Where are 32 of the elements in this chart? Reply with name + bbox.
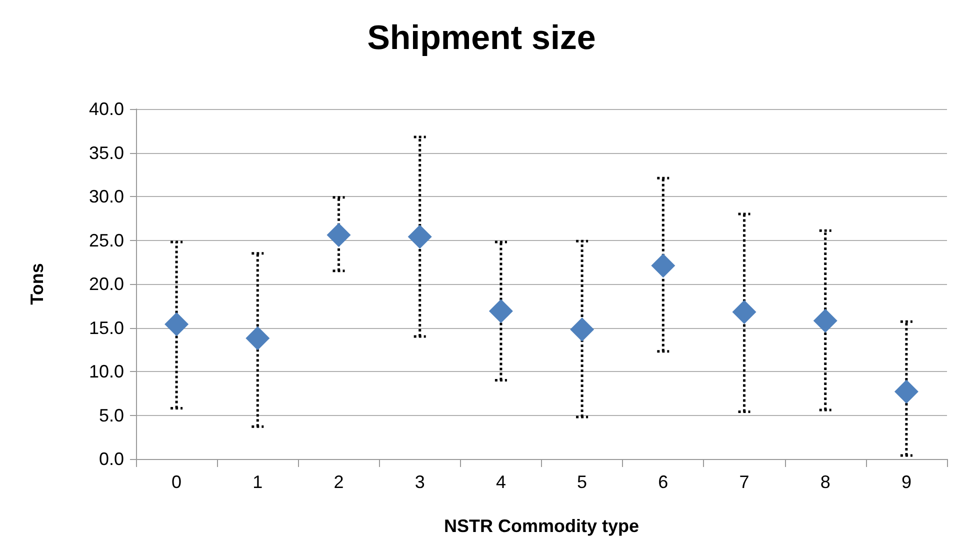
point (894, 380, 918, 404)
y-tick-label: 40.0 (88, 99, 124, 119)
x-tick-label: 3 (414, 472, 425, 492)
point (570, 318, 594, 342)
y-tick-label: 10.0 (88, 362, 124, 382)
x-tick-label: 2 (334, 472, 344, 492)
y-tick-label: 25.0 (88, 230, 124, 250)
x-tick-label: 1 (252, 472, 263, 492)
y-tick-label: 5.0 (98, 405, 124, 426)
y-axis-title: Tons (27, 263, 47, 305)
y-tick-label: 30.0 (88, 186, 124, 206)
x-tick-label: 7 (739, 472, 750, 492)
point (326, 223, 351, 247)
point (164, 312, 189, 336)
point (408, 224, 432, 249)
point (732, 300, 756, 324)
x-tick-label: 0 (172, 472, 182, 492)
point (246, 326, 270, 350)
y-tick-label: 20.0 (88, 274, 124, 294)
x-tick-label: 8 (820, 472, 830, 492)
x-tick-label: 9 (901, 472, 912, 492)
y-tick-label: 35.0 (88, 142, 124, 163)
x-tick-label: 6 (658, 472, 668, 492)
x-tick-label: 5 (577, 472, 588, 492)
chart-title: Shipment size (367, 19, 596, 57)
point (651, 254, 676, 278)
y-tick-label: 0.0 (98, 449, 124, 469)
x-tick-label: 4 (496, 472, 506, 492)
y-tick-label: 15.0 (88, 318, 124, 338)
point (488, 299, 513, 324)
x-axis-title: NSTR Commodity type (444, 516, 640, 536)
point (813, 308, 838, 333)
